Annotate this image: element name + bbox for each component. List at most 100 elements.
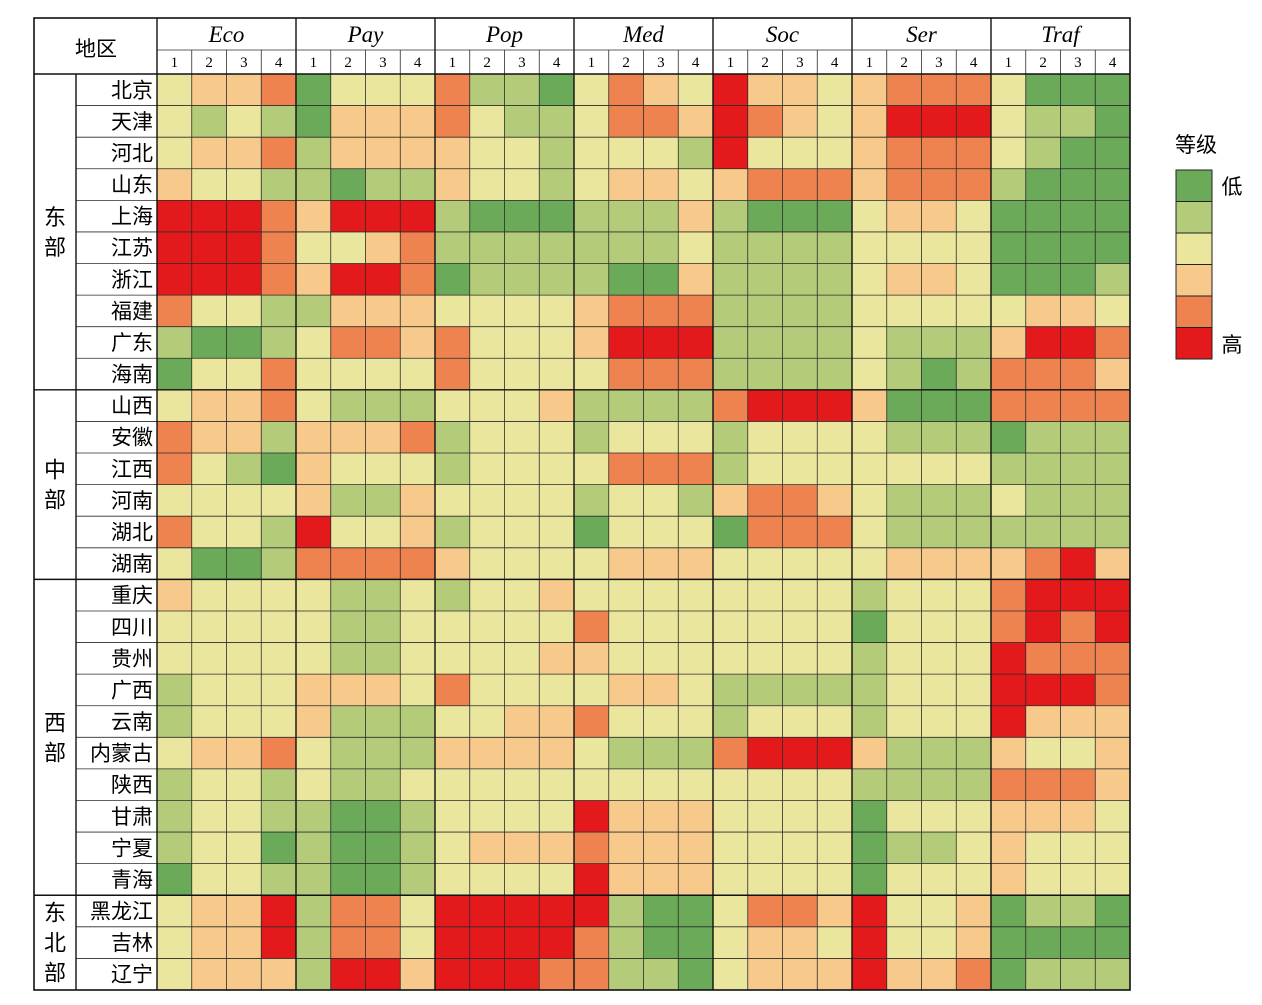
heatmap-cell (713, 358, 749, 391)
heatmap-cell (956, 895, 992, 928)
heatmap-cell (539, 137, 575, 170)
heatmap-cell (921, 389, 957, 422)
heatmap-cell (921, 263, 957, 296)
heatmap-cell (261, 453, 297, 485)
heatmap-cell (261, 389, 297, 422)
heatmap-cell (747, 705, 783, 738)
heatmap-cell (1095, 358, 1131, 391)
heatmap-cell (991, 389, 1027, 422)
heatmap-cell (921, 579, 957, 612)
heatmap-cell (991, 137, 1027, 170)
heatmap-cell (817, 516, 853, 549)
heatmap-cell (678, 358, 714, 391)
heatmap-cell (991, 105, 1027, 138)
heatmap-cell (157, 358, 193, 391)
heatmap-cell (157, 421, 193, 454)
heatmap-cell (608, 453, 644, 485)
heatmap-cell (991, 958, 1027, 991)
subcolumn-label: 4 (692, 55, 700, 71)
heatmap-cell (921, 832, 957, 864)
heatmap-cell (539, 547, 575, 580)
heatmap-cell (435, 579, 471, 612)
heatmap-cell (539, 579, 575, 612)
heatmap-cell (886, 295, 922, 327)
heatmap-cell (782, 705, 818, 738)
heatmap-cell (921, 800, 957, 833)
heatmap-cell (469, 737, 505, 770)
heatmap-cell (296, 895, 332, 928)
heatmap-cell (852, 958, 888, 991)
heatmap-cell (191, 863, 227, 896)
heatmap-cell (1060, 863, 1096, 896)
heatmap-cell (643, 895, 679, 928)
heatmap-cell (852, 105, 888, 138)
heatmap-cell (608, 74, 644, 106)
heatmap-cell (400, 137, 436, 170)
legend-high-label: 高 (1222, 333, 1243, 357)
heatmap-cell (365, 800, 401, 833)
heatmap-cell (330, 231, 366, 264)
heatmap-cell (956, 926, 992, 959)
heatmap-cell (539, 453, 575, 485)
heatmap-cell (713, 547, 749, 580)
province-label: 广西 (111, 678, 153, 702)
heatmap-cell (713, 800, 749, 833)
heatmap-cell (713, 737, 749, 770)
heatmap-cell (157, 610, 193, 643)
heatmap-cell (886, 926, 922, 959)
heatmap-cell (157, 389, 193, 422)
heatmap-cell (921, 516, 957, 549)
heatmap-cell (191, 547, 227, 580)
heatmap-cell (226, 326, 262, 359)
heatmap-cell (435, 168, 471, 201)
heatmap-cell (852, 768, 888, 801)
heatmap-cell (1025, 895, 1061, 928)
heatmap-cell (817, 800, 853, 833)
heatmap-cell (782, 958, 818, 991)
legend-low-label: 低 (1222, 175, 1243, 199)
subcolumn-label: 2 (622, 55, 630, 71)
subcolumn-label: 3 (379, 55, 387, 71)
heatmap-cell (817, 958, 853, 991)
heatmap-cell (191, 421, 227, 454)
legend: 等级 低 高 (1175, 133, 1243, 360)
heatmap-cell (157, 579, 193, 612)
heatmap-cell (678, 421, 714, 454)
heatmap-cell (330, 421, 366, 454)
heatmap-cell (469, 610, 505, 643)
heatmap-cell (921, 74, 957, 106)
heatmap-cell (330, 295, 366, 327)
heatmap-cell (226, 105, 262, 138)
heatmap-cell (608, 610, 644, 643)
heatmap-cell (504, 642, 540, 675)
heatmap-cell (921, 137, 957, 170)
heatmap-cell (1095, 547, 1131, 580)
heatmap-cell (956, 642, 992, 675)
heatmap-cell (296, 926, 332, 959)
province-label: 上海 (111, 205, 153, 229)
heatmap-cell (678, 547, 714, 580)
province-label: 四川 (111, 615, 153, 639)
heatmap-cell (574, 516, 610, 549)
subcolumn-label: 2 (1039, 55, 1047, 71)
heatmap-cell (435, 74, 471, 106)
heatmap-cell (1025, 168, 1061, 201)
heatmap-cell (435, 358, 471, 391)
heatmap-cell (886, 105, 922, 138)
heatmap-cell (226, 958, 262, 991)
heatmap-cell (191, 579, 227, 612)
province-label: 福建 (111, 299, 153, 323)
region-label: 部 (44, 236, 66, 261)
heatmap-cell (608, 547, 644, 580)
heatmap-cell (713, 832, 749, 864)
heatmap-cell (852, 231, 888, 264)
column-group-label: Soc (766, 22, 799, 47)
heatmap-cell (852, 705, 888, 738)
heatmap-cell (469, 768, 505, 801)
heatmap-cell (296, 674, 332, 707)
heatmap-cell (261, 547, 297, 580)
heatmap-cell (296, 958, 332, 991)
heatmap-cell (852, 168, 888, 201)
heatmap-cell (226, 800, 262, 833)
heatmap-cell (191, 737, 227, 770)
